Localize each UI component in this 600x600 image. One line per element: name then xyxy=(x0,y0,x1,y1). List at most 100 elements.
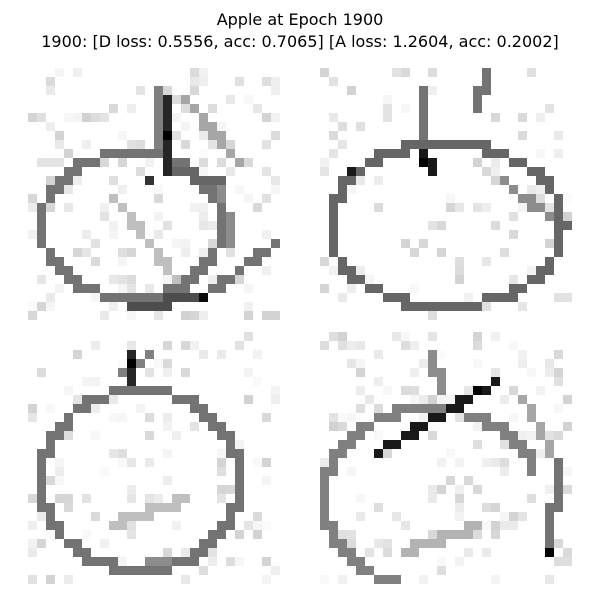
sample-4-pixel xyxy=(374,404,384,414)
sample-4-pixel xyxy=(365,566,375,576)
sample-1-pixel xyxy=(181,104,191,114)
sample-1-pixel xyxy=(55,266,65,276)
sample-1-pixel xyxy=(82,284,92,294)
sample-1-pixel xyxy=(154,212,164,222)
sample-3-pixel xyxy=(208,539,218,549)
sample-3-pixel xyxy=(46,431,56,441)
sample-1-pixel xyxy=(181,275,191,285)
sample-1-pixel xyxy=(109,176,119,186)
sample-1-pixel xyxy=(208,239,218,249)
sample-1-pixel xyxy=(199,122,209,132)
sample-4-pixel xyxy=(518,431,528,441)
sample-1-pixel xyxy=(64,113,74,123)
sample-1-pixel xyxy=(262,248,272,258)
sample-1-pixel xyxy=(28,113,38,123)
sample-2-pixel xyxy=(329,131,339,141)
sample-4-pixel xyxy=(518,359,528,369)
sample-4-pixel xyxy=(437,530,447,540)
sample-1-pixel xyxy=(271,239,280,249)
sample-sketch-4 xyxy=(320,332,572,584)
sample-2-pixel xyxy=(455,266,465,276)
sample-3-pixel xyxy=(64,503,74,513)
sample-3-pixel xyxy=(28,521,38,531)
sample-3-pixel xyxy=(199,404,209,414)
sample-3-pixel xyxy=(217,350,227,360)
sample-2-pixel xyxy=(482,302,492,312)
sample-1-pixel xyxy=(127,212,137,222)
sample-3-pixel xyxy=(109,521,119,531)
sample-3-pixel xyxy=(127,350,137,360)
sample-2-pixel xyxy=(419,302,429,312)
sample-4-pixel xyxy=(554,476,564,486)
sample-1-pixel xyxy=(163,284,173,294)
sample-1-pixel xyxy=(163,221,173,231)
sample-4-pixel xyxy=(437,485,447,495)
sample-3-pixel xyxy=(235,485,245,495)
sample-4-pixel xyxy=(338,575,348,584)
sample-3-pixel xyxy=(235,557,245,567)
sample-2-pixel xyxy=(464,140,474,150)
sample-3-pixel xyxy=(136,512,146,522)
sample-4-pixel xyxy=(473,413,483,423)
sample-4-pixel xyxy=(563,395,572,405)
sample-1-pixel xyxy=(163,122,173,132)
sample-2-pixel xyxy=(410,284,420,294)
sample-4-pixel xyxy=(347,431,357,441)
sample-3-pixel xyxy=(226,440,236,450)
sample-1-pixel xyxy=(154,95,164,105)
sample-2-pixel xyxy=(482,167,492,177)
sample-4-pixel xyxy=(509,386,519,396)
sample-2-pixel xyxy=(536,275,546,285)
sample-2-pixel xyxy=(446,140,456,150)
sample-4-pixel xyxy=(419,575,429,584)
sample-4-pixel xyxy=(428,395,438,405)
sample-3-pixel xyxy=(172,395,182,405)
sample-4-pixel xyxy=(473,332,483,342)
sample-1-pixel xyxy=(172,293,182,303)
sample-1-pixel xyxy=(127,275,137,285)
sample-4-pixel xyxy=(338,440,348,450)
sample-4-pixel xyxy=(347,341,357,351)
sample-2-pixel xyxy=(365,284,375,294)
sample-4-pixel xyxy=(473,521,483,531)
sample-4-pixel xyxy=(464,476,474,486)
sample-2-pixel xyxy=(473,158,483,168)
sample-3-pixel xyxy=(73,539,83,549)
sample-3-pixel xyxy=(154,503,164,513)
sample-4-pixel xyxy=(347,548,357,558)
sample-2-pixel xyxy=(356,275,366,285)
sample-4-pixel xyxy=(329,458,339,468)
sample-4-pixel xyxy=(473,359,483,369)
sample-3-pixel xyxy=(262,413,272,423)
sample-3-pixel xyxy=(37,449,47,459)
sample-1-pixel xyxy=(73,176,83,186)
sample-4-pixel xyxy=(518,395,528,405)
sample-1-pixel xyxy=(46,122,56,132)
sample-3-pixel xyxy=(262,557,272,567)
sample-1-pixel xyxy=(163,266,173,276)
sample-4-pixel xyxy=(464,395,474,405)
sample-2-pixel xyxy=(356,122,366,132)
sample-1-pixel xyxy=(82,248,92,258)
sample-4-pixel xyxy=(527,494,537,504)
sample-1-pixel xyxy=(208,221,218,231)
sample-2-pixel xyxy=(419,140,429,150)
sample-4-pixel xyxy=(401,548,411,558)
sample-3-pixel xyxy=(226,431,236,441)
sample-4-pixel xyxy=(356,341,366,351)
sample-3-pixel xyxy=(154,386,164,396)
sample-4-pixel xyxy=(545,521,555,531)
sample-4-pixel xyxy=(554,458,564,468)
sample-3-pixel xyxy=(253,458,263,468)
sample-2-pixel xyxy=(320,158,330,168)
sample-3-pixel xyxy=(154,494,164,504)
sample-1-pixel xyxy=(217,275,227,285)
sample-1-pixel xyxy=(262,230,272,240)
sample-4-pixel xyxy=(527,449,537,459)
sample-3-pixel xyxy=(190,422,200,432)
sample-1-pixel xyxy=(28,311,38,320)
sample-2-pixel xyxy=(518,131,528,141)
sample-4-pixel xyxy=(464,530,474,540)
sample-1-pixel xyxy=(118,185,128,195)
sample-3-pixel xyxy=(199,566,209,576)
